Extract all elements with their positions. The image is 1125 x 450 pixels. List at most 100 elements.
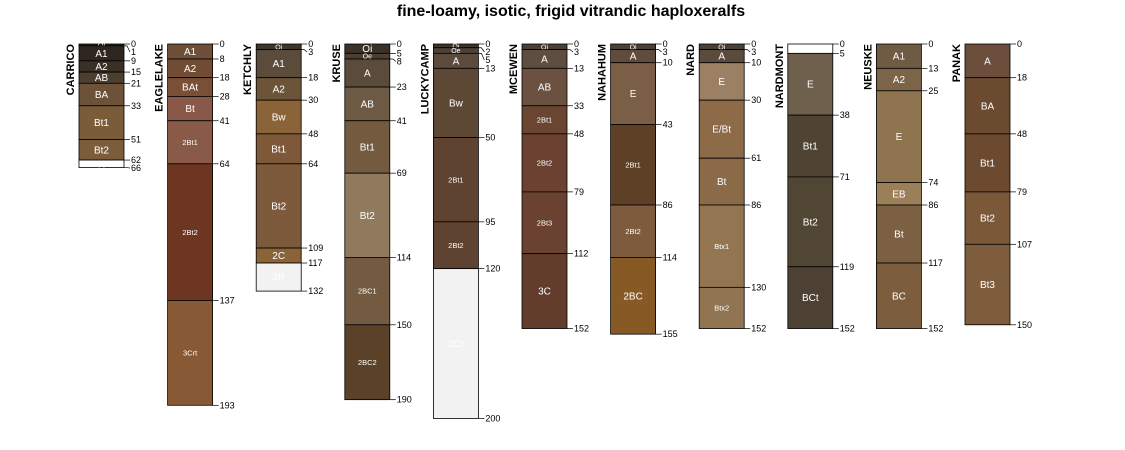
depth-tick [478, 53, 485, 61]
horizon-label: 2BC2 [358, 358, 377, 367]
depth-label: 74 [928, 178, 938, 188]
profile-carrico: CARRICOOiA1A2ABBABt1Bt2R019152133516266 [65, 39, 141, 173]
depth-tick [655, 49, 662, 53]
horizon-label: BAt [182, 83, 198, 94]
horizon-bc [876, 262, 922, 329]
depth-label: 10 [663, 58, 673, 68]
depth-label: 18 [220, 73, 230, 83]
profile-name: KRUSE [331, 44, 343, 83]
profile-name: NARDMONT [774, 44, 786, 108]
horizon-bt [167, 96, 214, 122]
horizon-bt2 [787, 176, 834, 268]
depth-tick [744, 49, 751, 53]
depth-label: 0 [663, 39, 668, 49]
depth-label: 9 [131, 56, 136, 66]
horizon-label: EB [892, 189, 906, 200]
depth-label: 1 [131, 47, 136, 57]
depth-tick [301, 49, 308, 53]
profile-neuske: NEUSKE A1 A2 E EB Bt BC 0 13 25 74 86 117 152 [862, 39, 943, 334]
horizon-label: Oi [541, 44, 548, 51]
depth-label: 0 [574, 39, 579, 49]
depth-label: 38 [840, 110, 850, 120]
horizon-label: Btx1 [714, 242, 729, 251]
depth-label: 152 [574, 324, 589, 334]
profile-nardmont: NARDMONT Oi E Bt1 Bt2 BCt 05 38 71 119 152 [774, 39, 855, 334]
horizon-2bt1 [610, 124, 656, 206]
depth-label: 33 [131, 101, 141, 111]
depth-label: 48 [574, 129, 584, 139]
depth-label: 13 [928, 63, 938, 73]
horizon-label: Oe [451, 48, 460, 55]
horizon-label: A2 [893, 75, 906, 86]
depth-label: 79 [574, 187, 584, 197]
horizon-label: A1 [273, 59, 286, 70]
horizon-label: Oi [362, 44, 372, 55]
horizon-label: A [364, 69, 371, 80]
profile-name: EAGLELAKE [154, 44, 166, 112]
horizon-btx1 [698, 204, 745, 288]
horizon-label: 2C [272, 251, 285, 262]
horizon-label: A [718, 52, 725, 63]
profile-name: CARRICO [65, 44, 77, 96]
depth-label: 15 [131, 67, 141, 77]
depth-label: 86 [751, 200, 761, 210]
depth-label: 3 [751, 47, 756, 57]
horizon-label: A1 [95, 49, 108, 60]
horizon-3crt [167, 300, 214, 406]
depth-label: 200 [485, 413, 500, 423]
depth-label: 23 [397, 82, 407, 92]
depth-label: 95 [485, 217, 495, 227]
horizon-label: Oi [275, 44, 282, 51]
horizon-a [964, 43, 1011, 79]
depth-label: 30 [308, 95, 318, 105]
horizon-bt2 [344, 172, 391, 258]
depth-label: 71 [840, 172, 850, 182]
depth-label: 117 [308, 258, 322, 268]
horizon-label: Bt2 [271, 201, 286, 212]
horizon-label: 2Bt1 [625, 160, 640, 169]
profile-name: LUCKYCAMP [419, 44, 431, 114]
horizon-label: Oi [630, 44, 637, 51]
horizon-bt3 [964, 243, 1011, 326]
horizon-2bt2 [432, 221, 479, 270]
horizon-label: Bt1 [360, 142, 375, 153]
depth-label: 5 [397, 48, 402, 58]
horizon-label: 3Crt [183, 349, 198, 358]
depth-label: 64 [308, 159, 318, 169]
depth-label: 150 [1017, 320, 1032, 330]
horizon-label: Oi [805, 44, 815, 55]
horizon-label: 2Bt2 [625, 227, 640, 236]
depth-label: 13 [574, 63, 584, 73]
horizon-2bc1 [344, 257, 391, 326]
depth-label: 0 [1017, 39, 1022, 49]
profile-name: PANAK [951, 44, 963, 82]
horizon-bt1 [964, 133, 1011, 193]
depth-label: 0 [131, 39, 136, 49]
depth-label: 43 [663, 119, 673, 129]
depth-label: 132 [308, 286, 323, 296]
depth-label: 114 [663, 252, 677, 262]
horizon-label: Bt [185, 104, 195, 115]
depth-label: 28 [220, 91, 230, 101]
depth-label: 130 [751, 282, 766, 292]
depth-label: 0 [397, 39, 402, 49]
horizon-label: R [98, 159, 105, 170]
profile-name: NARD [685, 44, 697, 76]
depth-label: 41 [397, 116, 407, 126]
horizon-label: 2BC1 [358, 287, 377, 296]
depth-label: 18 [308, 73, 318, 83]
profile-name: NAHAHUM [597, 44, 609, 101]
depth-label: 120 [485, 264, 500, 274]
depth-label: 69 [397, 168, 407, 178]
horizon-bt1 [787, 114, 834, 178]
horizon-3c [521, 253, 568, 329]
horizon-ab [521, 67, 568, 107]
horizon-label: A [453, 56, 460, 67]
horizon-label: A [984, 56, 991, 67]
horizon-2bt2 [521, 133, 568, 193]
depth-label: 109 [308, 243, 323, 253]
depth-label: 86 [928, 200, 938, 210]
horizon-2bt2 [610, 204, 656, 258]
horizon-label: Bt2 [94, 145, 109, 156]
